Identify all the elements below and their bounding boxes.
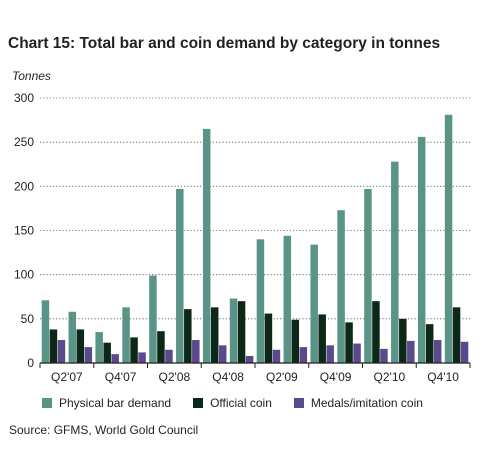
bar-official-coin bbox=[425, 324, 434, 363]
x-tick-label: Q2'09 bbox=[266, 370, 298, 384]
x-tick-label: Q2'07 bbox=[51, 370, 83, 384]
bar-physical-bar-demand bbox=[337, 210, 345, 363]
bar-physical-bar-demand bbox=[444, 114, 453, 364]
bar-medals-imitation-coin bbox=[353, 343, 361, 363]
bar-official-coin bbox=[103, 342, 111, 363]
x-tick-label: Q2'08 bbox=[159, 370, 191, 384]
source-note: Source: GFMS, World Gold Council bbox=[9, 423, 199, 437]
bar-physical-bar-demand bbox=[364, 188, 372, 363]
bar-physical-bar-demand bbox=[202, 128, 211, 363]
bar-medals-imitation-coin bbox=[165, 349, 173, 363]
bar-official-coin bbox=[237, 301, 246, 363]
legend: Physical bar demand Official coin Medals… bbox=[42, 396, 445, 410]
bar-medals-imitation-coin bbox=[407, 340, 415, 363]
bar-medals-imitation-coin bbox=[326, 345, 334, 363]
bar-medals-imitation-coin bbox=[272, 349, 281, 363]
legend-item-medals: Medals/imitation coin bbox=[293, 396, 423, 410]
legend-swatch-medals bbox=[293, 398, 304, 408]
bar-official-coin bbox=[130, 337, 138, 363]
bar-physical-bar-demand bbox=[229, 298, 238, 363]
legend-label-official-coin: Official coin bbox=[210, 396, 272, 410]
y-tick-label: 0 bbox=[27, 356, 34, 370]
bar-medals-imitation-coin bbox=[111, 354, 119, 363]
bar-medals-imitation-coin bbox=[57, 340, 66, 363]
bar-physical-bar-demand bbox=[283, 235, 292, 363]
legend-swatch-official-coin bbox=[193, 398, 204, 408]
y-tick-label: 150 bbox=[14, 224, 34, 238]
legend-swatch-physical-bar bbox=[42, 398, 52, 408]
bar-physical-bar-demand bbox=[149, 275, 157, 363]
bar-physical-bar-demand bbox=[95, 332, 103, 363]
legend-label-medals: Medals/imitation coin bbox=[310, 396, 423, 410]
bar-medals-imitation-coin bbox=[460, 341, 469, 363]
bar-official-coin bbox=[399, 318, 407, 363]
x-tick-label: Q4'10 bbox=[427, 370, 459, 384]
x-tick-label: Q2'10 bbox=[374, 370, 406, 384]
bar-medals-imitation-coin bbox=[245, 355, 254, 363]
bar-official-coin bbox=[264, 313, 273, 363]
bar-official-coin bbox=[157, 331, 165, 363]
bar-official-coin bbox=[76, 329, 85, 363]
x-tick-label: Q4'07 bbox=[105, 370, 137, 384]
y-tick-label: 300 bbox=[14, 91, 34, 105]
chart-title: Chart 15: Total bar and coin demand by c… bbox=[8, 35, 441, 52]
bar-physical-bar-demand bbox=[122, 307, 130, 363]
y-axis-unit-label: Tonnes bbox=[12, 69, 51, 83]
bar-official-coin bbox=[49, 329, 58, 363]
bar-official-coin bbox=[318, 314, 326, 363]
bar-physical-bar-demand bbox=[256, 239, 265, 363]
y-tick-label: 50 bbox=[21, 312, 35, 326]
bar-official-coin bbox=[372, 301, 380, 363]
bar-medals-imitation-coin bbox=[218, 345, 227, 363]
bar-physical-bar-demand bbox=[176, 188, 184, 363]
bar-medals-imitation-coin bbox=[299, 347, 308, 363]
bar-official-coin bbox=[184, 309, 192, 363]
bar-physical-bar-demand bbox=[68, 311, 77, 363]
bar-medals-imitation-coin bbox=[380, 348, 388, 363]
bar-medals-imitation-coin bbox=[433, 340, 442, 363]
bar-physical-bar-demand bbox=[41, 300, 50, 363]
x-tick-label: Q4'08 bbox=[212, 370, 244, 384]
bar-official-coin bbox=[452, 307, 461, 363]
bar-official-coin bbox=[345, 322, 353, 363]
legend-label-physical-bar: Physical bar demand bbox=[59, 396, 172, 410]
bar-medals-imitation-coin bbox=[138, 352, 146, 363]
bar-official-coin bbox=[291, 319, 300, 363]
bar-physical-bar-demand bbox=[310, 244, 318, 363]
bar-official-coin bbox=[210, 307, 219, 363]
y-tick-label: 200 bbox=[14, 179, 34, 193]
bar-physical-bar-demand bbox=[391, 161, 399, 363]
bar-medals-imitation-coin bbox=[192, 340, 200, 363]
x-tick-label: Q4'09 bbox=[320, 370, 352, 384]
legend-item-official-coin: Official coin bbox=[193, 396, 272, 410]
y-tick-label: 250 bbox=[14, 135, 34, 149]
y-tick-label: 100 bbox=[14, 268, 34, 282]
bar-medals-imitation-coin bbox=[84, 347, 93, 363]
bar-physical-bar-demand bbox=[417, 136, 426, 363]
legend-item-physical-bar: Physical bar demand bbox=[42, 396, 171, 410]
